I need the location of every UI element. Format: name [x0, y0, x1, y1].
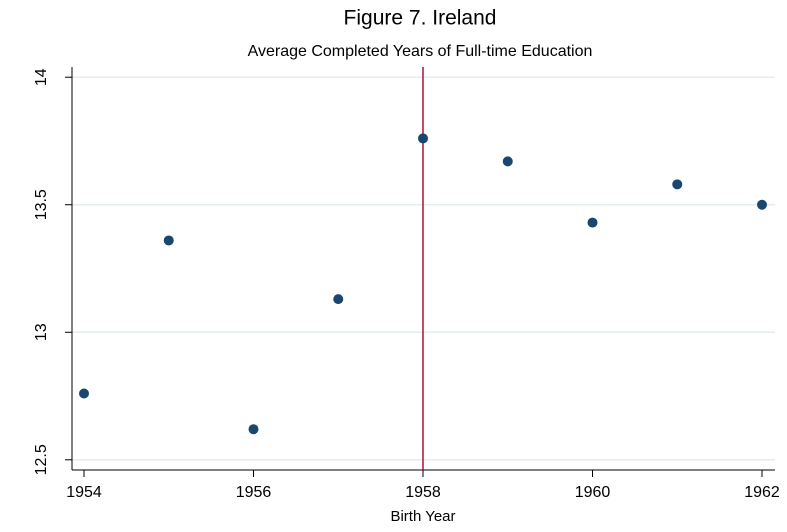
chart-subtitle: Average Completed Years of Full-time Edu… — [248, 43, 593, 60]
x-tick-label: 1956 — [236, 484, 272, 501]
x-axis-label: Birth Year — [390, 508, 455, 525]
y-tick-label: 12.5 — [33, 444, 50, 475]
point — [248, 424, 259, 435]
x-tick-label: 1954 — [66, 484, 102, 501]
point — [79, 388, 89, 399]
point — [502, 156, 513, 167]
point — [333, 294, 344, 305]
point — [587, 217, 598, 228]
point — [757, 199, 767, 210]
x-tick-label: 1962 — [744, 484, 780, 501]
y-tick-label: 13.5 — [33, 189, 50, 220]
point — [163, 235, 174, 246]
y-tick-label: 13 — [33, 323, 50, 341]
point — [672, 179, 683, 190]
chart-title: Figure 7. Ireland — [344, 7, 497, 30]
point — [418, 133, 428, 144]
x-tick-label: 1960 — [575, 484, 611, 501]
y-tick-label: 14 — [33, 68, 50, 86]
x-tick-label: 1958 — [405, 484, 441, 501]
